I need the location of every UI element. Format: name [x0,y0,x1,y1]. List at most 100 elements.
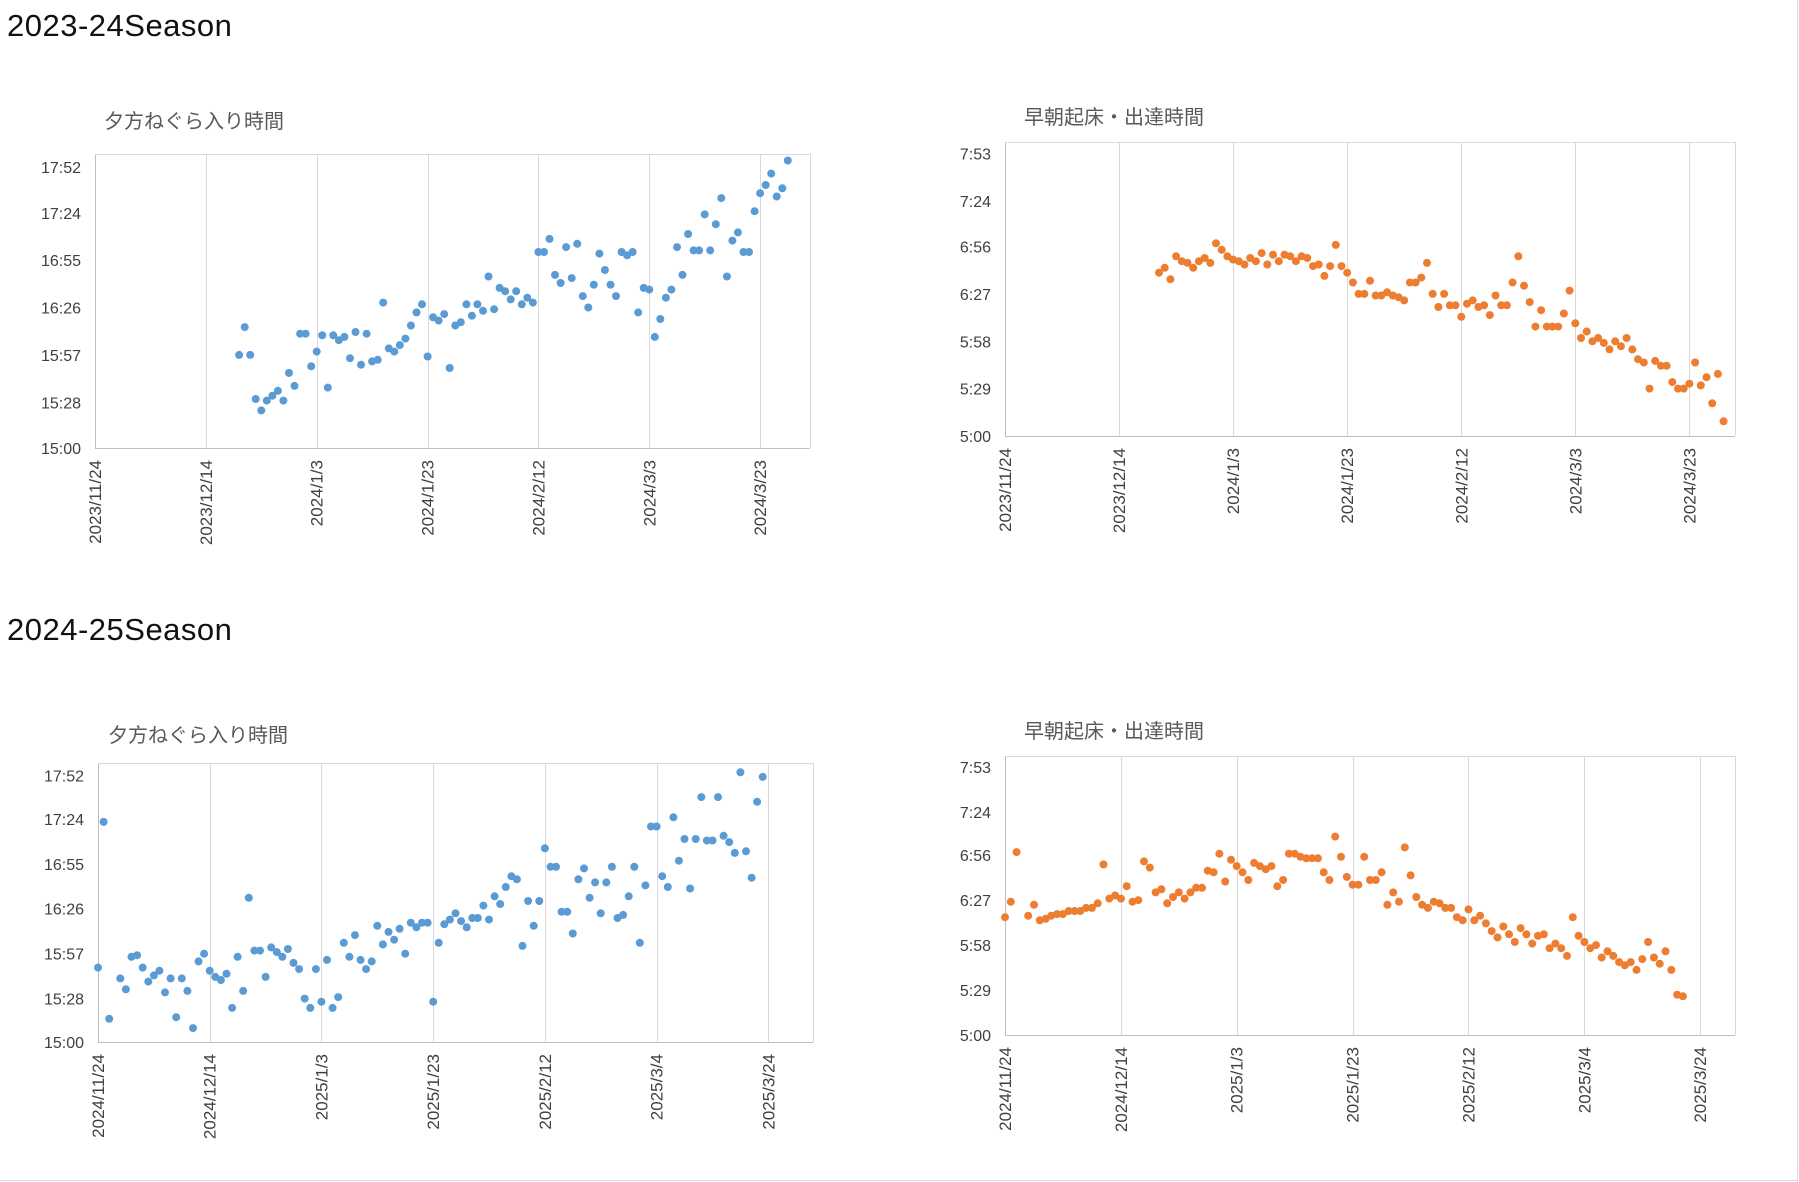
y-tick-label: 17:52 [41,160,81,177]
data-point [1238,868,1247,877]
y-tick-label: 17:24 [44,812,84,829]
chart-title: 夕方ねぐら入り時間 [108,723,288,747]
data-point [745,248,753,256]
data-point [1348,278,1357,287]
data-point [1206,258,1215,267]
data-point [641,881,650,890]
data-point [1291,257,1300,266]
data-point [1605,345,1614,354]
data-point [267,943,276,952]
data-point [384,927,393,936]
data-point [1267,862,1276,871]
data-point [1395,897,1403,906]
data-point [612,292,620,301]
data-point [1508,278,1517,287]
x-tick-label: 2024/1/3 [1224,448,1243,514]
data-point [362,329,371,338]
x-tick-label: 2024/11/24 [996,1047,1015,1131]
data-point [457,917,466,926]
data-point [556,279,565,287]
data-point [1189,263,1198,272]
data-point [133,951,142,960]
y-tick-label: 6:27 [960,287,991,304]
data-point [468,914,477,922]
data-point [1464,905,1473,914]
data-point [1212,239,1220,248]
data-point [1611,337,1620,346]
data-point [434,938,443,947]
data-point [1331,832,1340,841]
chart-morning-departure-2024-25: 早朝起床・出達時間 5:00 5:29 5:58 6:27 6:56 7:24 7:53 202… [960,719,1736,1132]
data-point [578,292,587,301]
data-point [501,287,510,296]
data-point [702,836,711,845]
data-point [456,318,465,327]
data-point [116,974,125,983]
x-tick-label: 2023/12/14 [1110,448,1129,533]
data-point [479,306,487,315]
data-series [1001,832,1687,1001]
data-point [1491,291,1500,300]
data-point [1406,871,1415,880]
data-point [1274,257,1283,266]
data-point [714,793,722,802]
data-point [1405,278,1414,287]
data-point [1053,910,1062,919]
data-point [634,308,643,317]
data-point [418,300,426,309]
data-point [1580,938,1589,946]
data-point [1383,900,1392,909]
data-point [580,864,588,873]
data-point [1639,358,1648,367]
data-point [1389,888,1398,897]
data-point [329,331,338,340]
data-point [706,246,715,255]
data-point [1520,281,1528,290]
data-point [733,228,742,237]
y-tick-label: 17:24 [41,206,81,223]
x-tick-label: 2024/12/14 [1112,1047,1131,1132]
data-point [357,360,365,369]
data-point [1565,286,1574,295]
data-point [591,878,600,887]
data-point [1571,319,1580,328]
data-point [545,234,554,243]
data-point [1284,849,1293,858]
chart-evening-roost-2023-24: 夕方ねぐら入り時間 15:00 15:28 15:57 16:26 16:55 17:24 1… [41,109,811,545]
data-point [1134,896,1143,905]
y-tick-label: 15:00 [41,441,81,458]
data-point [1470,916,1479,925]
data-point [1180,894,1189,903]
data-point [473,300,482,309]
y-tick-label: 16:26 [44,902,84,919]
data-point [600,266,609,274]
season-title-2023-24: 2023-24Season [7,8,233,43]
data-point [1217,245,1226,254]
data-point [1451,301,1460,310]
data-point [1582,327,1591,336]
data-point [373,355,382,364]
data-point [1155,268,1163,277]
data-point [506,295,515,304]
data-point [1428,289,1437,298]
chart-title: 夕方ねぐら入り時間 [104,109,284,133]
data-point [1263,260,1272,269]
data-point [1568,913,1577,922]
data-point [725,838,734,847]
data-point [484,272,493,281]
data-point [1286,252,1295,261]
data-point [1251,257,1260,266]
data-point [462,300,471,309]
data-point [1441,903,1450,912]
data-point [1030,900,1038,909]
x-tick-label: 2023/12/14 [197,460,216,545]
data-point [379,298,388,307]
data-point [1651,356,1660,365]
y-tick-label: 5:00 [960,1028,991,1045]
data-point [529,921,538,930]
data-point [1476,911,1485,920]
season-title-2024-25: 2024-25Season [7,612,233,647]
data-point [1377,868,1386,877]
data-point [711,220,720,229]
data-point [1661,947,1670,956]
